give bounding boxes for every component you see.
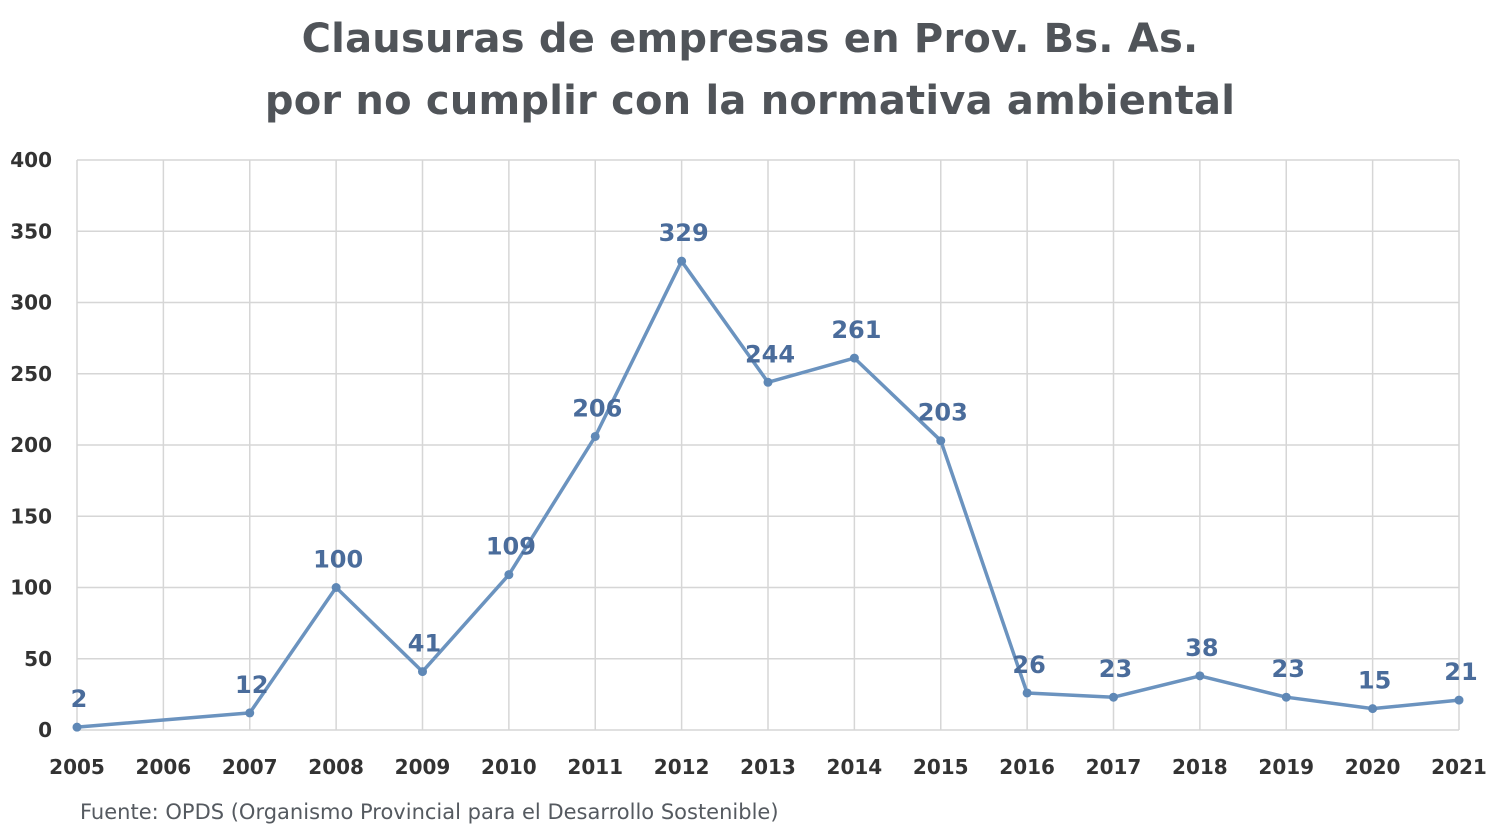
y-tick-label: 200 bbox=[10, 433, 52, 457]
data-point-2014 bbox=[849, 353, 859, 363]
data-label-2019: 23 bbox=[1272, 655, 1305, 683]
series-clausuras bbox=[76, 259, 1460, 729]
y-tick-label: 150 bbox=[10, 504, 52, 528]
data-point-2018 bbox=[1195, 671, 1205, 681]
data-label-2009: 41 bbox=[408, 630, 441, 658]
y-tick-label: 350 bbox=[10, 219, 52, 243]
data-point-2013 bbox=[763, 377, 773, 387]
y-tick-label: 0 bbox=[38, 718, 52, 742]
data-point-2011 bbox=[590, 431, 600, 441]
data-label-2014: 261 bbox=[831, 316, 881, 344]
x-tick-label: 2011 bbox=[567, 755, 623, 779]
data-label-2013: 244 bbox=[745, 340, 795, 368]
x-tick-label: 2015 bbox=[913, 755, 969, 779]
data-markers bbox=[72, 256, 1464, 732]
x-tick-label: 2007 bbox=[222, 755, 278, 779]
data-label-2010: 109 bbox=[486, 533, 536, 561]
data-label-2008: 100 bbox=[313, 546, 363, 574]
chart-title-line-1: Clausuras de empresas en Prov. Bs. As. bbox=[301, 16, 1199, 62]
y-tick-label: 250 bbox=[10, 362, 52, 386]
grid-lines bbox=[76, 159, 1460, 731]
data-point-2015 bbox=[936, 436, 946, 446]
y-tick-label: 100 bbox=[10, 576, 52, 600]
data-label-2017: 23 bbox=[1099, 655, 1132, 683]
x-tick-label: 2020 bbox=[1345, 755, 1401, 779]
data-point-2019 bbox=[1281, 692, 1291, 702]
source-note: Fuente: OPDS (Organismo Provincial para … bbox=[80, 800, 779, 824]
y-tick-label: 400 bbox=[10, 148, 52, 172]
data-label-2021: 21 bbox=[1444, 658, 1477, 686]
data-point-2017 bbox=[1109, 692, 1118, 702]
data-point-2010 bbox=[504, 570, 514, 580]
data-point-2008 bbox=[331, 583, 341, 592]
data-point-2007 bbox=[245, 708, 255, 718]
x-tick-label: 2008 bbox=[308, 755, 364, 779]
data-point-2005 bbox=[72, 722, 82, 732]
x-tick-label: 2013 bbox=[740, 755, 796, 779]
x-tick-label: 2010 bbox=[481, 755, 537, 779]
x-tick-label: 2021 bbox=[1431, 755, 1487, 779]
data-label-2018: 38 bbox=[1185, 634, 1218, 662]
data-point-2009 bbox=[418, 667, 427, 677]
x-tick-label: 2006 bbox=[136, 755, 192, 779]
x-tick-label: 2014 bbox=[827, 755, 883, 779]
y-tick-label: 300 bbox=[10, 291, 52, 315]
data-label-2016: 26 bbox=[1012, 651, 1045, 679]
series-line bbox=[76, 259, 1460, 729]
chart-title-line-2: por no cumplir con la normativa ambienta… bbox=[264, 78, 1236, 124]
data-point-2016 bbox=[1022, 688, 1032, 698]
data-label-2005: 2 bbox=[71, 685, 88, 713]
x-tick-label: 2018 bbox=[1172, 755, 1228, 779]
data-point-2020 bbox=[1368, 704, 1378, 714]
x-tick-label: 2005 bbox=[49, 755, 105, 779]
data-label-2020: 15 bbox=[1358, 667, 1391, 695]
data-label-2011: 206 bbox=[572, 394, 622, 422]
y-axis-ticks: 0 50 100 150 200 250 300 350 400 bbox=[10, 148, 52, 742]
x-tick-label: 2016 bbox=[999, 755, 1055, 779]
y-tick-label: 50 bbox=[24, 647, 52, 671]
data-label-2007: 12 bbox=[235, 671, 268, 699]
x-tick-label: 2009 bbox=[395, 755, 451, 779]
x-tick-label: 2012 bbox=[654, 755, 710, 779]
data-point-2021 bbox=[1454, 695, 1464, 705]
data-label-2012: 329 bbox=[659, 219, 709, 247]
data-point-2012 bbox=[677, 256, 687, 266]
data-labels: 2 12 100 41 109 206 329 244 261 203 26 23 38 23 15 21 bbox=[71, 219, 1478, 713]
x-axis-ticks: 2005 2006 2007 2008 2009 2010 2011 2012 2013 2014… bbox=[49, 755, 1487, 779]
x-tick-label: 2017 bbox=[1086, 755, 1142, 779]
data-label-2015: 203 bbox=[918, 399, 968, 427]
x-tick-label: 2019 bbox=[1258, 755, 1314, 779]
